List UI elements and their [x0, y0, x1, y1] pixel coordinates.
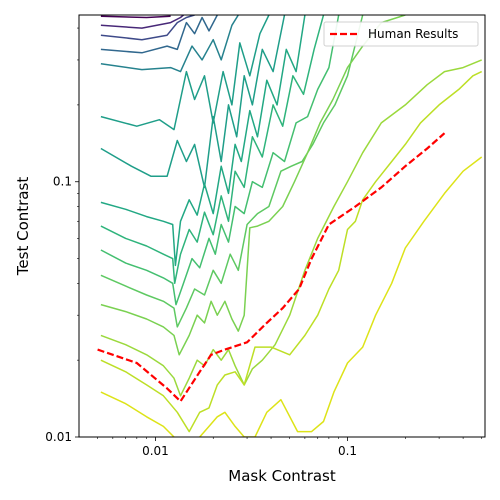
contour-line-13	[100, 59, 482, 397]
contour-line-5	[100, 15, 239, 73]
x-axis-label: Mask Contrast	[228, 467, 336, 485]
contour-line-14	[100, 70, 483, 433]
contour-line-7	[100, 15, 286, 189]
contour-line-15	[100, 156, 483, 437]
series-lines	[97, 132, 446, 404]
contour-line-1	[100, 15, 171, 19]
contour-line-6	[100, 15, 270, 131]
contour-line-4	[100, 15, 218, 54]
x-tick-label: 0.1	[338, 444, 357, 458]
legend: Human Results	[323, 21, 479, 47]
plot-background	[79, 15, 485, 437]
contour-line-10	[100, 15, 340, 306]
plot-frame	[78, 14, 486, 438]
contour-line-2	[100, 15, 184, 29]
legend-label-human-results: Human Results	[368, 27, 458, 41]
series-line-human-results	[97, 132, 446, 404]
contour-lines	[100, 15, 483, 437]
contour-line-12	[100, 15, 406, 356]
contour-line-3	[100, 15, 195, 41]
y-tick-label: 0.01	[45, 430, 72, 444]
y-axis-label: Test Contrast	[14, 177, 32, 277]
legend-box	[323, 21, 479, 47]
x-tick-label: 0.01	[142, 444, 169, 458]
contour-line-8	[100, 15, 306, 267]
contour-line-11	[100, 15, 364, 328]
y-tick-label: 0.1	[53, 175, 72, 189]
contour-line-9	[100, 15, 325, 285]
axis-ticks: 0.01 0.1 0.01 0.1	[45, 27, 483, 458]
